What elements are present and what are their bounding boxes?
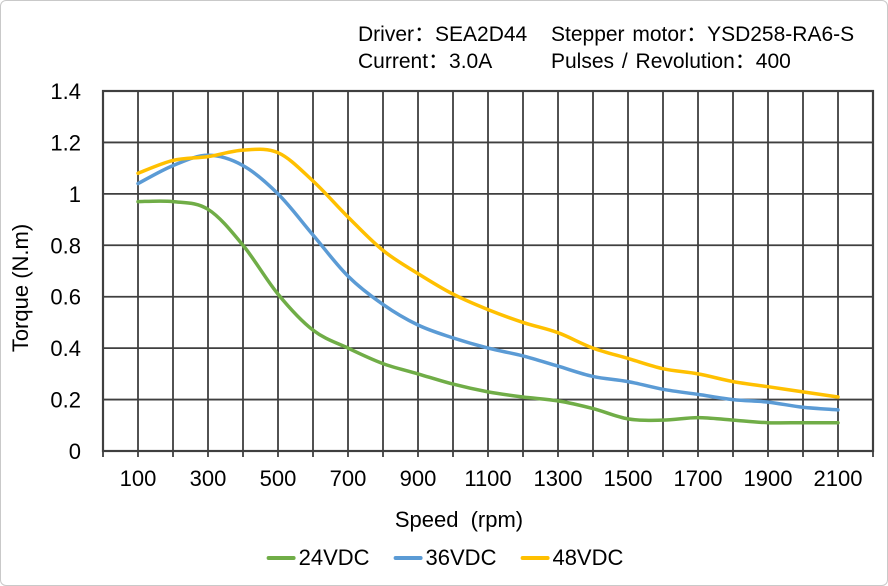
- legend-line-swatch-36vdc-icon: [393, 556, 423, 560]
- legend-label-36vdc: 36VDC: [425, 545, 497, 570]
- legend: 24VDC 36VDC 48VDC: [266, 545, 623, 570]
- svg-text:1100: 1100: [464, 466, 511, 491]
- svg-text:0.2: 0.2: [50, 388, 81, 413]
- legend-label-48vdc: 48VDC: [552, 545, 624, 570]
- series-line-48VDC: [136, 147, 840, 399]
- legend-line-swatch-48vdc-icon: [520, 556, 550, 560]
- svg-text:1900: 1900: [744, 466, 793, 491]
- legend-item-36vdc: 36VDC: [393, 545, 497, 570]
- legend-item-48vdc: 48VDC: [520, 547, 623, 569]
- gridlines: [103, 91, 873, 451]
- legend-item-24vdc: 24VDC: [266, 545, 370, 570]
- y-axis-tick-labels: 0 0.2 0.4 0.6 0.8 1 1.2 1.4: [50, 79, 81, 464]
- legend-line-swatch-24vdc-icon: [266, 556, 296, 560]
- svg-text:1300: 1300: [534, 466, 583, 491]
- svg-text:2100: 2100: [814, 466, 863, 491]
- svg-text:1500: 1500: [604, 466, 653, 491]
- x-axis-tick-labels: 100 300 500 700 900 1100 1300 1500 1700 1900 2100: [120, 466, 863, 491]
- svg-text:500: 500: [260, 466, 297, 491]
- plot-frame: [101, 89, 875, 453]
- svg-text:0.8: 0.8: [50, 233, 81, 258]
- svg-text:300: 300: [190, 466, 227, 491]
- svg-text:1.4: 1.4: [50, 79, 81, 104]
- svg-text:0: 0: [69, 439, 81, 464]
- svg-text:100: 100: [120, 466, 157, 491]
- svg-text:1700: 1700: [674, 466, 723, 491]
- svg-text:1.2: 1.2: [50, 130, 81, 155]
- legend-label-24vdc: 24VDC: [298, 545, 370, 570]
- driver-label: Driver：SEA2D44: [358, 23, 528, 46]
- x-axis-title: Speed (rpm): [394, 507, 524, 532]
- stepper-motor-label: Stepper motor：YSD258-RA6-S: [551, 23, 855, 46]
- svg-text:700: 700: [330, 466, 367, 491]
- svg-text:1: 1: [69, 182, 81, 207]
- svg-text:0.4: 0.4: [50, 336, 81, 361]
- svg-text:0.6: 0.6: [50, 285, 81, 310]
- svg-text:900: 900: [400, 466, 437, 491]
- series-line-36VDC: [136, 153, 840, 412]
- current-label: Current：3.0A: [358, 50, 493, 73]
- y-axis-title: Torque (N.m): [8, 223, 33, 353]
- pulses-per-revolution-label: Pulses / Revolution：400: [551, 50, 791, 73]
- series-line-24VDC: [136, 199, 840, 425]
